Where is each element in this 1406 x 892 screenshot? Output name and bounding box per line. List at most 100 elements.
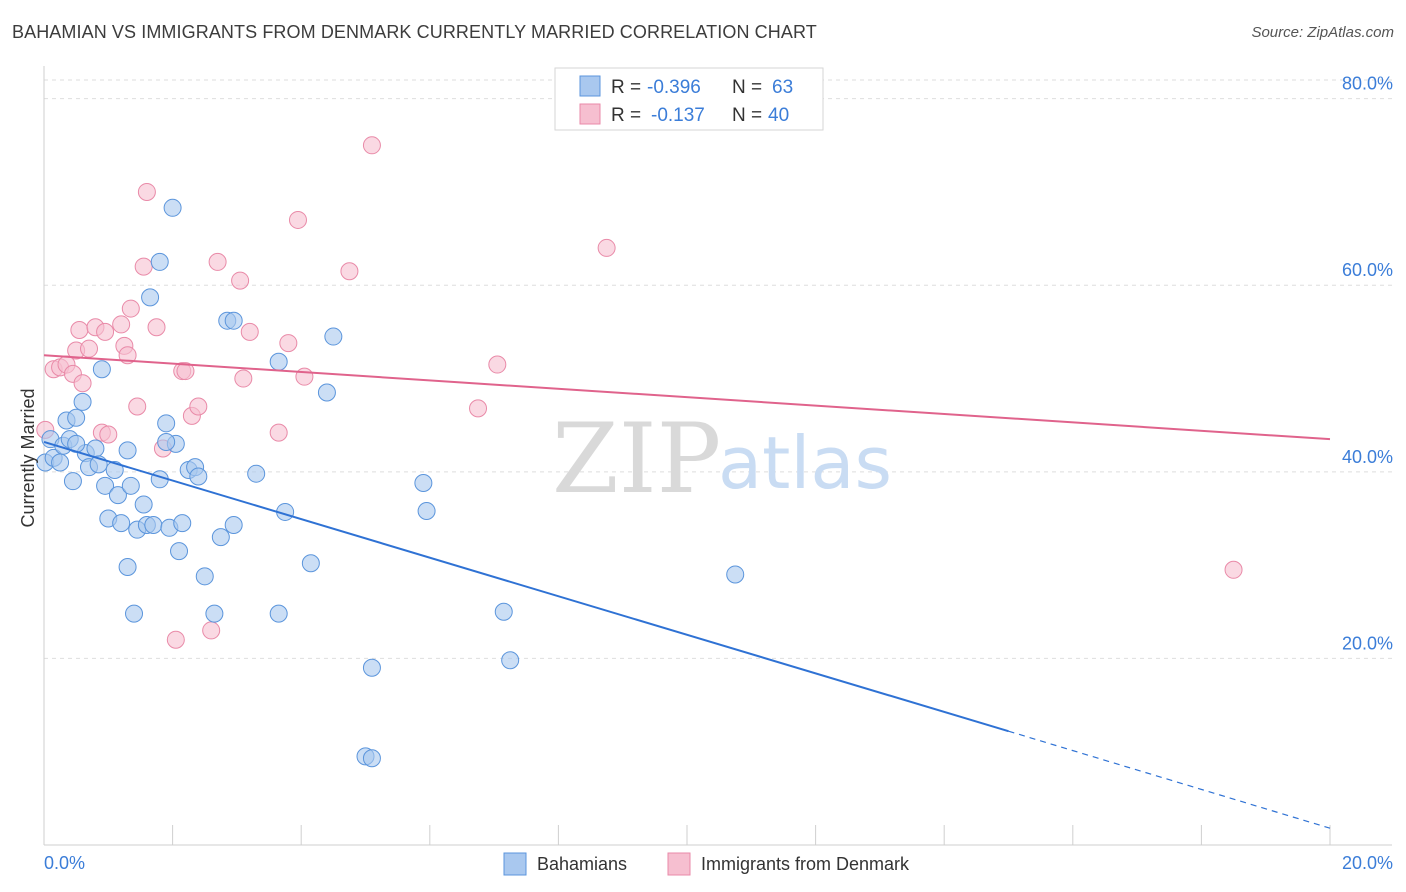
denmark-point	[234, 369, 253, 388]
bahamian-point	[205, 604, 224, 623]
bahamian-point	[362, 749, 381, 768]
bahamian-point	[414, 474, 433, 493]
denmark-point	[469, 399, 488, 418]
denmark-point	[80, 339, 99, 358]
bahamian-point	[362, 658, 381, 677]
denmark-point	[340, 262, 359, 281]
bahamian-point	[247, 464, 266, 483]
denmark-point	[96, 322, 115, 341]
bahamian-point	[144, 516, 163, 535]
x-tick-label-max: 20.0%	[1342, 853, 1393, 873]
bahamian-point	[118, 557, 137, 576]
denmark-point	[1224, 560, 1243, 579]
watermark: ZIP atlas	[552, 403, 892, 515]
denmark-point	[137, 182, 156, 201]
denmark-point	[597, 238, 616, 257]
denmark-point	[362, 136, 381, 155]
bahamian-point	[157, 432, 176, 451]
bahamian-point	[118, 441, 137, 460]
bahamian-point	[224, 516, 243, 535]
bahamian-point	[108, 486, 127, 505]
axes: 20.0% 40.0% 60.0% 80.0% 0.0% 20.0%	[43, 66, 1393, 873]
y-tick-label: 20.0%	[1342, 633, 1393, 653]
series-legend: Bahamians Immigrants from Denmark	[503, 852, 910, 876]
bahamian-point	[125, 604, 144, 623]
denmark-point	[134, 257, 153, 276]
denmark-point	[488, 355, 507, 374]
bahamian-point	[301, 554, 320, 573]
denmark-point	[128, 397, 147, 416]
bahamian-point	[195, 567, 214, 586]
bahamian-point	[86, 439, 105, 458]
x-tick-label-min: 0.0%	[44, 853, 85, 873]
denmark-point	[208, 252, 227, 271]
bahamian-point	[269, 352, 288, 371]
bahamian-point	[112, 514, 131, 533]
denmark-trend-line	[43, 354, 1331, 441]
denmark-point	[166, 630, 185, 649]
legend-n-label-2: N =	[732, 105, 762, 126]
bahamian-point	[211, 528, 230, 547]
legend-n-label-1: N =	[732, 77, 762, 98]
bahamian-point	[269, 604, 288, 623]
y-tick-label: 80.0%	[1342, 74, 1393, 94]
legend-swatch-denmark	[579, 103, 601, 125]
bahamian-point	[224, 311, 243, 330]
bahamian-trend-line	[43, 441, 1009, 733]
watermark-zip: ZIP	[552, 403, 721, 515]
denmark-point	[189, 397, 208, 416]
bahamian-point	[92, 360, 111, 379]
legend-series-2: Immigrants from Denmark	[701, 854, 910, 874]
legend-swatch-bahamians	[579, 75, 601, 97]
legend-swatch-series-1	[503, 852, 527, 876]
denmark-point	[147, 318, 166, 337]
denmark-point	[99, 425, 118, 444]
legend-n-value-1: 63	[772, 77, 793, 98]
bahamian-point	[163, 198, 182, 217]
denmark-point	[73, 374, 92, 393]
y-axis-label: Currently Married	[18, 388, 38, 527]
bahamian-point	[173, 514, 192, 533]
bahamian-point	[170, 542, 189, 561]
bahamian-point	[96, 476, 115, 495]
bahamian-point	[141, 288, 160, 307]
bahamian-point	[121, 476, 140, 495]
denmark-point	[295, 367, 314, 386]
bahamian-point	[51, 453, 70, 472]
legend-series-1: Bahamians	[537, 854, 627, 874]
bahamian-point	[73, 392, 92, 411]
denmark-point	[112, 315, 131, 334]
bahamian-point	[726, 565, 745, 584]
legend-r-value-1: -0.396	[647, 77, 701, 98]
denmark-point	[176, 362, 195, 381]
bahamian-point	[494, 602, 513, 621]
denmark-point	[121, 299, 140, 318]
bahamian-point	[324, 327, 343, 346]
data-points	[36, 136, 1243, 768]
legend-r-label-2: R =	[611, 105, 641, 126]
denmark-point	[288, 210, 307, 229]
bahamian-point	[157, 414, 176, 433]
denmark-point	[269, 423, 288, 442]
bahamian-point	[317, 383, 336, 402]
bahamian-point	[501, 651, 520, 670]
bahamian-point	[150, 252, 169, 271]
legend-swatch-series-2	[667, 852, 691, 876]
denmark-point	[202, 621, 221, 640]
y-tick-label: 40.0%	[1342, 447, 1393, 467]
bahamian-point	[134, 495, 153, 514]
bahamian-trend-extension	[1008, 730, 1331, 829]
trend-lines	[43, 354, 1331, 829]
bahamian-point	[105, 460, 124, 479]
watermark-atlas: atlas	[718, 421, 892, 505]
source-label: Source: ZipAtlas.com	[1251, 24, 1394, 41]
legend-n-value-2: 40	[768, 105, 789, 126]
denmark-point	[279, 334, 298, 353]
correlation-legend: R = -0.396 N = 63 R = -0.137 N = 40	[554, 67, 824, 131]
bahamian-point	[189, 467, 208, 486]
denmark-point	[70, 321, 89, 340]
denmark-point	[231, 271, 250, 290]
bahamian-point	[63, 472, 82, 491]
legend-r-value-2: -0.137	[651, 105, 705, 126]
